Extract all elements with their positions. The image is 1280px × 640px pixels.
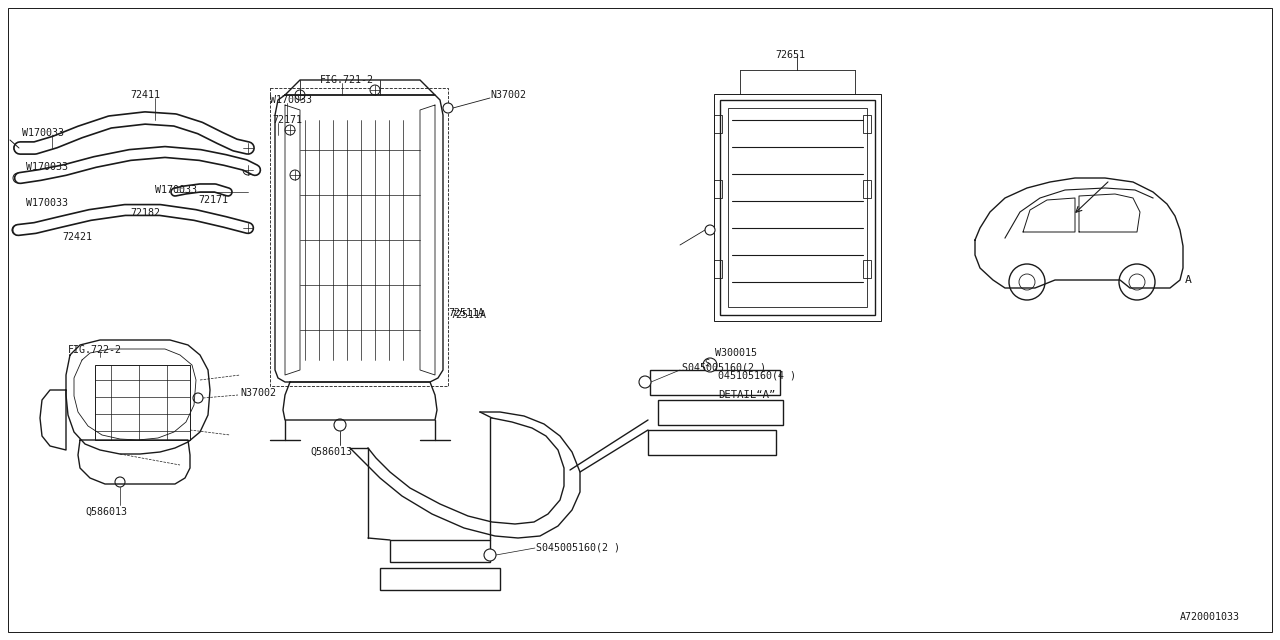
Circle shape xyxy=(193,393,204,403)
Circle shape xyxy=(12,225,22,235)
Text: 72511A: 72511A xyxy=(451,310,486,320)
Circle shape xyxy=(334,419,346,431)
Bar xyxy=(658,400,783,425)
Text: W170033: W170033 xyxy=(26,162,68,172)
Text: S045005160(2 ): S045005160(2 ) xyxy=(536,542,620,552)
Text: 72421: 72421 xyxy=(61,232,92,242)
Text: 72511A: 72511A xyxy=(448,308,484,318)
Circle shape xyxy=(370,85,380,95)
Text: Q586013: Q586013 xyxy=(310,447,352,457)
Text: 72171: 72171 xyxy=(198,195,228,205)
Bar xyxy=(714,115,722,133)
Bar xyxy=(728,108,867,307)
Circle shape xyxy=(243,223,253,233)
Circle shape xyxy=(639,376,652,388)
Circle shape xyxy=(13,173,23,183)
Text: 72411: 72411 xyxy=(131,90,160,100)
Text: W170033: W170033 xyxy=(26,198,68,208)
Bar xyxy=(390,540,490,562)
Circle shape xyxy=(705,225,716,235)
Text: A720001033: A720001033 xyxy=(1180,612,1240,622)
Bar xyxy=(95,365,189,440)
Circle shape xyxy=(285,125,294,135)
Text: FIG.722-2: FIG.722-2 xyxy=(68,345,122,355)
Bar xyxy=(863,180,870,198)
Circle shape xyxy=(484,549,497,561)
Circle shape xyxy=(243,165,253,175)
Text: DETAIL“A”: DETAIL“A” xyxy=(718,390,776,400)
Text: W170033: W170033 xyxy=(270,95,312,105)
Text: W300015: W300015 xyxy=(716,348,756,358)
Bar xyxy=(270,88,448,386)
Text: S: S xyxy=(704,360,709,369)
Text: N37002: N37002 xyxy=(241,388,276,398)
Text: S045005160(2 ): S045005160(2 ) xyxy=(682,363,765,373)
Circle shape xyxy=(14,143,24,153)
Bar xyxy=(714,260,722,278)
Bar xyxy=(380,568,500,590)
Bar xyxy=(714,94,881,321)
Text: N37002: N37002 xyxy=(490,90,526,100)
Text: W170033: W170033 xyxy=(22,128,64,138)
Bar xyxy=(719,100,876,315)
Bar xyxy=(650,370,780,395)
Text: 72171: 72171 xyxy=(273,115,302,125)
Circle shape xyxy=(1019,274,1036,290)
Bar xyxy=(863,260,870,278)
Circle shape xyxy=(1009,264,1044,300)
Bar xyxy=(863,115,870,133)
Text: 045105160(4 ): 045105160(4 ) xyxy=(718,370,796,380)
Text: 72182: 72182 xyxy=(131,208,160,218)
Circle shape xyxy=(703,358,717,372)
Text: A: A xyxy=(1185,275,1192,285)
Bar xyxy=(714,180,722,198)
Circle shape xyxy=(115,477,125,487)
Circle shape xyxy=(1119,264,1155,300)
Circle shape xyxy=(243,143,253,153)
Circle shape xyxy=(294,90,305,100)
Text: W170033: W170033 xyxy=(155,185,197,195)
Circle shape xyxy=(1129,274,1146,290)
Text: 72651: 72651 xyxy=(774,50,805,60)
Text: FIG.721-2: FIG.721-2 xyxy=(320,75,374,85)
Circle shape xyxy=(443,103,453,113)
Text: Q586013: Q586013 xyxy=(84,507,127,517)
Bar xyxy=(648,430,776,455)
Circle shape xyxy=(291,170,300,180)
